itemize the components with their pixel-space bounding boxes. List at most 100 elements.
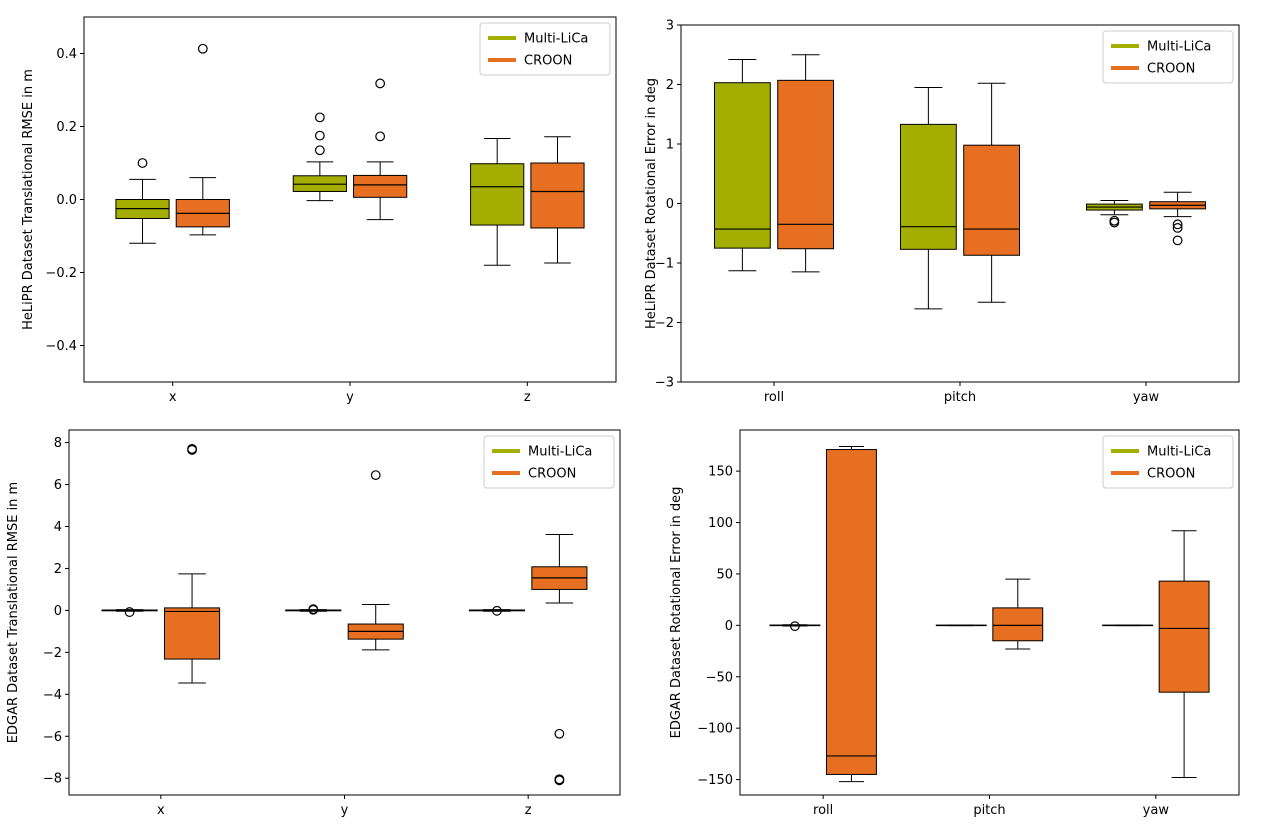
subplot-1: −0.4 −0.2 0.0 0.2 0.4 x y z HeLiPR Dataset Trans… — [21, 16, 617, 405]
box-multi-lica-z — [468, 605, 525, 616]
subplot-3: −8 −6 −4 −2 0 2 4 6 8 x y z EDGAR Dataset Translatio… — [6, 429, 621, 818]
box-croon-y — [347, 470, 404, 651]
box-multi-lica-roll — [769, 621, 821, 632]
x-tick-label: x — [169, 390, 177, 405]
y-tick-label: 50 — [716, 567, 733, 582]
outlier-point — [492, 605, 502, 616]
box-multi-lica-x — [115, 158, 170, 244]
outlier-point — [554, 775, 565, 786]
x-tick-label: y — [346, 390, 354, 405]
y-tick-label: 0 — [54, 604, 62, 619]
legend-label-croon: CROON — [1147, 467, 1195, 482]
legend-label-croon: CROON — [524, 54, 572, 69]
y-tick-label: 2 — [54, 562, 62, 577]
outlier-point — [789, 621, 800, 632]
legend: Multi-LiCa CROON — [1102, 30, 1234, 84]
y-tick-label: 0 — [725, 619, 733, 634]
y-axis-label: EDGAR Dataset Rotational Error in deg — [669, 487, 684, 739]
box-multi-lica-yaw — [1102, 624, 1154, 627]
box-rect — [825, 449, 877, 775]
y-tick-label: 6 — [54, 478, 62, 493]
box-croon-x — [175, 43, 230, 236]
outlier-point — [314, 130, 325, 141]
legend-label-multi: Multi-LiCa — [1147, 40, 1211, 55]
box-multi-lica-y — [285, 604, 342, 615]
box-multi-lica-z — [470, 138, 525, 266]
y-tick-label: −50 — [706, 670, 733, 685]
box-croon-pitch — [963, 82, 1021, 303]
y-tick-label: 1 — [666, 138, 674, 153]
outlier-point — [554, 728, 565, 739]
x-tick-label: roll — [813, 803, 833, 818]
y-tick-label: −100 — [697, 722, 733, 737]
x-tick-label: z — [524, 390, 531, 405]
box-rect — [777, 79, 835, 250]
box-rect — [530, 162, 585, 229]
legend: Multi-LiCa CROON — [1102, 435, 1234, 489]
subplot-2: −3 −2 −1 0 1 2 3 roll pitch yaw HeLiPR Dataset Rot… — [644, 19, 1240, 405]
y-tick-label: 0.0 — [56, 193, 77, 208]
legend-label-multi: Multi-LiCa — [1147, 445, 1211, 460]
legend-label-multi: Multi-LiCa — [528, 445, 592, 460]
y-tick-label: 8 — [54, 436, 62, 451]
x-tick-label: z — [525, 803, 532, 818]
x-tick-label: x — [157, 803, 165, 818]
outlier-point — [1172, 235, 1183, 246]
y-tick-label: −150 — [697, 773, 733, 788]
legend: Multi-LiCa CROON — [479, 22, 611, 76]
y-axis-label: HeLiPR Dataset Rotational Error in deg — [644, 78, 659, 329]
y-tick-label: 0.2 — [56, 120, 77, 135]
box-croon-z — [531, 533, 588, 786]
outlier-point — [314, 112, 325, 123]
outlier-point — [375, 78, 386, 89]
x-tick-label: pitch — [944, 390, 976, 405]
y-axis-label: EDGAR Dataset Translational RMSE in m — [6, 482, 21, 743]
y-tick-label: −0.2 — [45, 266, 77, 281]
legend-label-multi: Multi-LiCa — [524, 32, 588, 47]
box-multi-lica-pitch — [899, 86, 957, 310]
y-tick-label: 0.4 — [56, 47, 77, 62]
box-croon-y — [353, 78, 408, 221]
box-multi-lica-x — [101, 607, 158, 617]
outlier-point — [197, 43, 208, 54]
box-rect — [470, 163, 525, 226]
outlier-point — [1109, 217, 1120, 228]
box-rect — [899, 123, 957, 250]
x-tick-label: pitch — [973, 803, 1005, 818]
outlier-point — [187, 443, 197, 454]
outlier-point — [370, 470, 381, 481]
x-tick-label: yaw — [1143, 803, 1170, 818]
box-croon-pitch — [992, 578, 1044, 650]
y-tick-label: −8 — [43, 772, 62, 787]
box-multi-lica-y — [292, 112, 347, 202]
box-croon-yaw — [1149, 191, 1207, 246]
box-rect — [353, 174, 408, 198]
y-tick-label: −6 — [43, 730, 62, 745]
legend-label-croon: CROON — [1147, 62, 1195, 77]
box-rect — [164, 607, 221, 660]
box-croon-roll — [825, 445, 877, 783]
x-tick-label: yaw — [1133, 390, 1160, 405]
y-tick-label: 0 — [666, 197, 674, 212]
y-tick-label: −0.4 — [45, 339, 77, 354]
y-tick-label: 4 — [54, 520, 62, 535]
y-axis-label: HeLiPR Dataset Translational RMSE in m — [21, 69, 36, 330]
y-tick-label: −1 — [655, 257, 674, 272]
y-tick-label: −2 — [43, 646, 62, 661]
box-rect — [963, 144, 1021, 256]
y-tick-label: −2 — [655, 316, 674, 331]
y-tick-label: −4 — [43, 688, 62, 703]
box-croon-x — [164, 443, 221, 684]
outlier-point — [308, 604, 319, 615]
legend: Multi-LiCa CROON — [483, 435, 615, 489]
y-tick-label: 3 — [666, 19, 674, 34]
box-rect — [1158, 580, 1210, 693]
box-multi-lica-yaw — [1085, 200, 1143, 228]
outlier-point — [137, 158, 148, 168]
y-tick-label: 2 — [666, 78, 674, 93]
box-multi-lica-roll — [713, 59, 771, 272]
outlier-point — [1172, 222, 1183, 233]
box-croon-z — [530, 136, 585, 264]
box-rect — [992, 607, 1044, 642]
